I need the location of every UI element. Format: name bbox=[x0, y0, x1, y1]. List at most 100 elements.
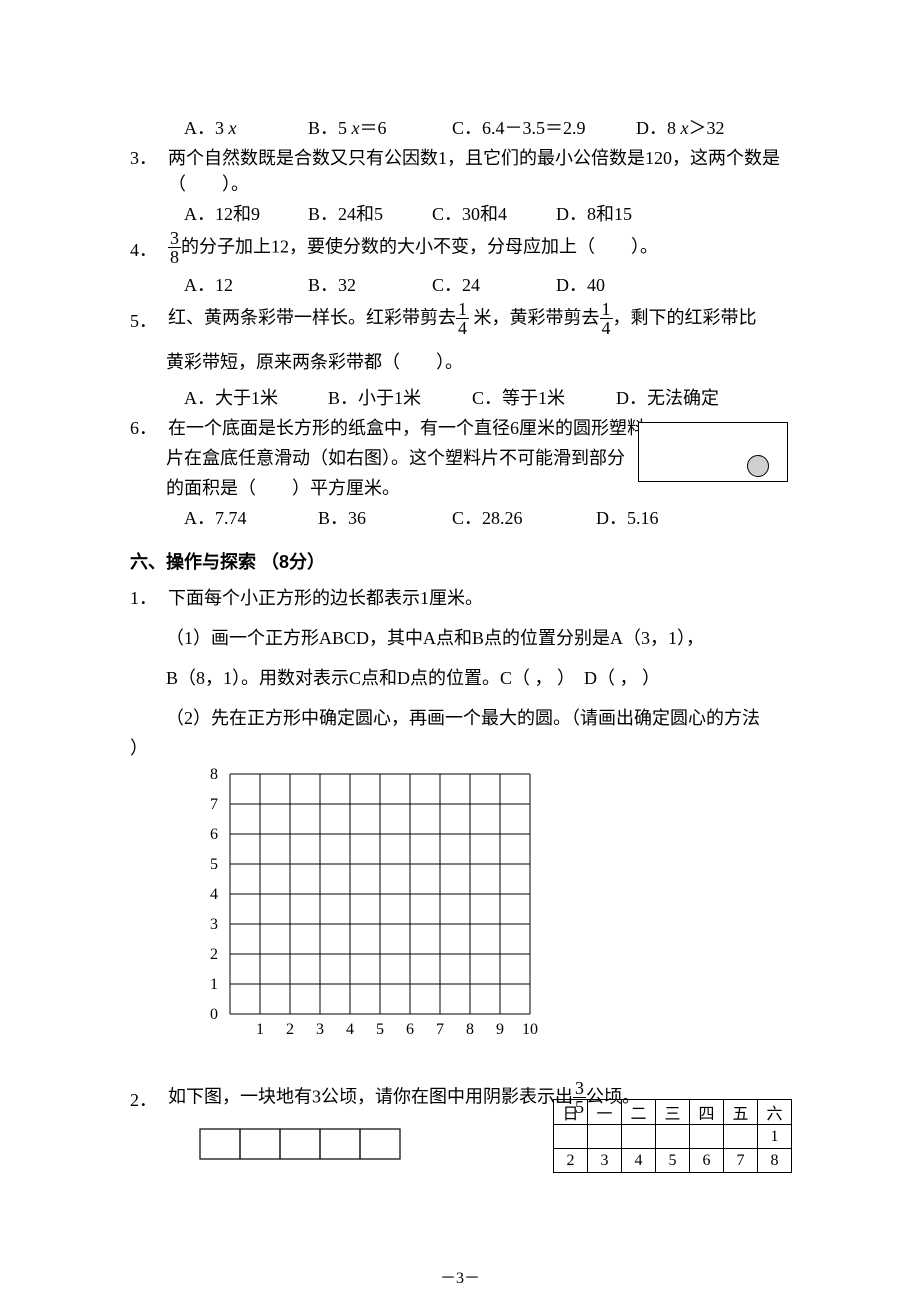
table-row: 日 一 二 三 四 五 六 bbox=[554, 1100, 792, 1125]
q4-opt-a: A．12 bbox=[184, 271, 304, 297]
var: x bbox=[352, 118, 360, 138]
cal-cell bbox=[690, 1125, 724, 1149]
q5-text-2: 黄彩带短，原来两条彩带都（ ）。 bbox=[130, 348, 790, 374]
q5-text-1: 红、黄两条彩带一样长。红彩带剪去14 米，黄彩带剪去14，剩下的红彩带比 bbox=[168, 301, 790, 338]
q4: 4． 38的分子加上12，要使分数的大小不变，分母应加上（ ）。 bbox=[130, 230, 790, 267]
cal-cell: 6 bbox=[690, 1149, 724, 1173]
cal-cell bbox=[622, 1125, 656, 1149]
svg-text:10: 10 bbox=[522, 1021, 538, 1038]
q3: 3． 两个自然数既是合数又只有公因数1，且它们的最小公倍数是120，这两个数是（… bbox=[130, 144, 790, 196]
svg-text:4: 4 bbox=[346, 1021, 354, 1038]
t: 米，黄彩带剪去 bbox=[469, 308, 600, 328]
q6-diagram-circle bbox=[747, 455, 769, 477]
cal-cell: 7 bbox=[724, 1149, 758, 1173]
q2-opt-c: C．6.4－3.5＝2.9 bbox=[452, 114, 632, 140]
cal-head: 五 bbox=[724, 1100, 758, 1125]
svg-text:2: 2 bbox=[210, 946, 218, 963]
s6q1-p2-tail: ） bbox=[130, 734, 790, 760]
svg-text:8: 8 bbox=[466, 1021, 474, 1038]
opt-label: A．3 bbox=[184, 118, 229, 138]
cal-cell bbox=[724, 1125, 758, 1149]
var: x bbox=[229, 118, 237, 138]
boxes-svg bbox=[198, 1127, 402, 1161]
s6q2-num: 2． bbox=[130, 1086, 164, 1112]
q5-frac1: 14 bbox=[456, 300, 469, 337]
tail: ＝6 bbox=[360, 118, 387, 138]
q6-options: A．7.74 B．36 C．28.26 D．5.16 bbox=[130, 504, 790, 530]
q3-text: 两个自然数既是合数又只有公因数1，且它们的最小公倍数是120，这两个数是（ ）。 bbox=[168, 144, 790, 196]
frac-den: 8 bbox=[168, 247, 181, 266]
svg-text:0: 0 bbox=[210, 1006, 218, 1023]
svg-text:6: 6 bbox=[406, 1021, 414, 1038]
table-row: 2 3 4 5 6 7 8 bbox=[554, 1149, 792, 1173]
cal-cell: 2 bbox=[554, 1149, 588, 1173]
q6-opt-d: D．5.16 bbox=[596, 504, 659, 530]
q3-opt-a: A．12和9 bbox=[184, 200, 304, 226]
svg-text:8: 8 bbox=[210, 766, 218, 783]
frac-num: 3 bbox=[168, 229, 181, 247]
tail: ＞32 bbox=[689, 118, 725, 138]
svg-text:2: 2 bbox=[286, 1021, 294, 1038]
cal-head: 一 bbox=[588, 1100, 622, 1125]
svg-text:7: 7 bbox=[436, 1021, 444, 1038]
q5-opt-c: C．等于1米 bbox=[472, 384, 612, 410]
page-number: －3－ bbox=[0, 1264, 920, 1288]
t: ，剩下的红彩带比 bbox=[613, 308, 757, 328]
svg-text:5: 5 bbox=[376, 1021, 384, 1038]
s6q1-p1: （1）画一个正方形ABCD，其中A点和B点的位置分别是A（3，1）， bbox=[130, 624, 790, 650]
q6-num: 6． bbox=[130, 414, 164, 440]
cal-cell bbox=[554, 1125, 588, 1149]
q6-diagram-box bbox=[638, 422, 788, 482]
cal-head: 三 bbox=[656, 1100, 690, 1125]
cal-head: 日 bbox=[554, 1100, 588, 1125]
q5-opt-b: B．小于1米 bbox=[328, 384, 468, 410]
cal-cell: 4 bbox=[622, 1149, 656, 1173]
q2-options: A．3 x B．5 x＝6 C．6.4－3.5＝2.9 D．8 x＞32 bbox=[130, 114, 790, 140]
var: x bbox=[681, 118, 689, 138]
grid-svg: 01234567812345678910 bbox=[190, 764, 550, 1044]
calendar: 日 一 二 三 四 五 六 1 2 3 4 5 bbox=[553, 1099, 792, 1173]
s6q1-num: 1． bbox=[130, 584, 164, 610]
q4-opt-d: D．40 bbox=[556, 271, 605, 297]
frac-num: 1 bbox=[600, 300, 613, 318]
svg-text:9: 9 bbox=[496, 1021, 504, 1038]
svg-text:3: 3 bbox=[210, 916, 218, 933]
s6q1-intro: 下面每个小正方形的边长都表示1厘米。 bbox=[168, 584, 790, 610]
opt-label: D．8 bbox=[636, 118, 681, 138]
cal-cell: 1 bbox=[758, 1125, 792, 1149]
q3-num: 3． bbox=[130, 144, 164, 170]
q4-frac: 38 bbox=[168, 229, 181, 266]
table-row: 1 bbox=[554, 1125, 792, 1149]
cal-head: 六 bbox=[758, 1100, 792, 1125]
q6-opt-a: A．7.74 bbox=[184, 504, 314, 530]
opt-label: B．5 bbox=[308, 118, 352, 138]
q4-text: 38的分子加上12，要使分数的大小不变，分母应加上（ ）。 bbox=[168, 230, 790, 267]
q4-opt-b: B．32 bbox=[308, 271, 428, 297]
cal-cell: 8 bbox=[758, 1149, 792, 1173]
t: 红、黄两条彩带一样长。红彩带剪去 bbox=[168, 308, 456, 328]
q5-opt-a: A．大于1米 bbox=[184, 384, 324, 410]
frac-num: 1 bbox=[456, 300, 469, 318]
q5-frac2: 14 bbox=[600, 300, 613, 337]
s6q1-p2: （2）先在正方形中确定圆心，再画一个最大的圆。（请画出确定圆心的方法 bbox=[130, 704, 790, 730]
frac-den: 4 bbox=[456, 318, 469, 337]
q4-tail: 的分子加上12，要使分数的大小不变，分母应加上（ ）。 bbox=[181, 237, 658, 257]
cal-cell bbox=[656, 1125, 690, 1149]
q5-options: A．大于1米 B．小于1米 C．等于1米 D．无法确定 bbox=[130, 384, 790, 410]
svg-text:1: 1 bbox=[256, 1021, 264, 1038]
cal-cell bbox=[588, 1125, 622, 1149]
frac-den: 4 bbox=[600, 318, 613, 337]
cal-cell: 3 bbox=[588, 1149, 622, 1173]
svg-text:5: 5 bbox=[210, 856, 218, 873]
svg-text:1: 1 bbox=[210, 976, 218, 993]
cal-cell: 5 bbox=[656, 1149, 690, 1173]
q4-opt-c: C．24 bbox=[432, 271, 552, 297]
q6-opt-b: B．36 bbox=[318, 504, 448, 530]
svg-text:3: 3 bbox=[316, 1021, 324, 1038]
q6-opt-c: C．28.26 bbox=[452, 504, 592, 530]
q2-opt-d: D．8 x＞32 bbox=[636, 114, 725, 140]
q5-opt-d: D．无法确定 bbox=[616, 384, 719, 410]
q4-num: 4． bbox=[130, 236, 164, 262]
svg-text:7: 7 bbox=[210, 796, 218, 813]
q2-opt-b: B．5 x＝6 bbox=[308, 114, 448, 140]
